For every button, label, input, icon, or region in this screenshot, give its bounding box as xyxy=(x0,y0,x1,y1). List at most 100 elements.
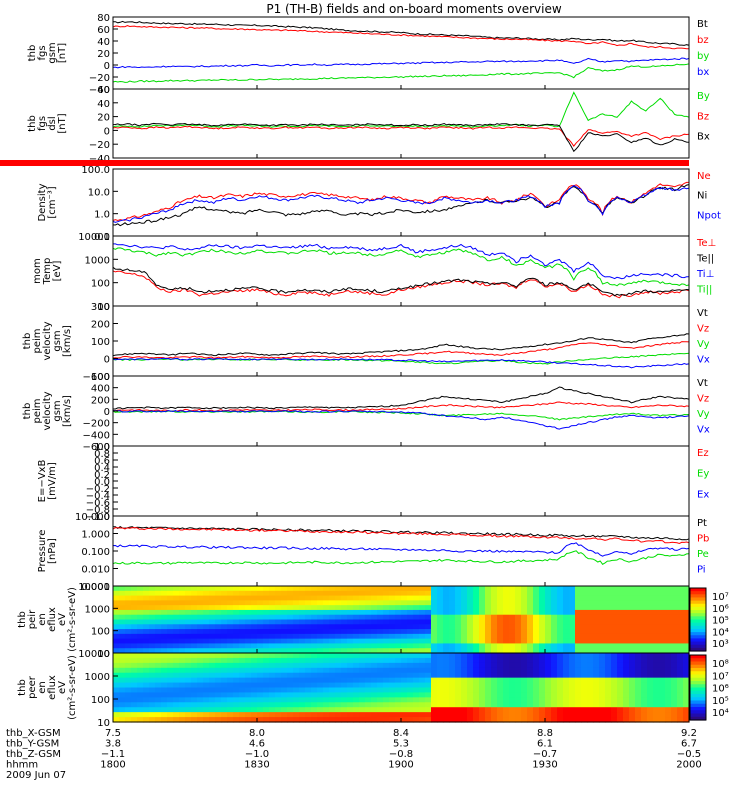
heatmap-cell xyxy=(275,662,282,669)
heatmap-cell xyxy=(677,633,684,640)
heatmap-cell xyxy=(449,697,456,703)
colorbar-segment xyxy=(690,677,706,682)
heatmap-cell xyxy=(551,648,558,654)
heatmap-cell xyxy=(293,609,300,616)
heatmap-cell xyxy=(557,638,564,645)
heatmap-cell xyxy=(167,667,174,674)
heatmap-cell xyxy=(227,605,234,611)
heatmap-cell xyxy=(275,605,282,611)
heatmap-cell xyxy=(491,717,498,723)
heatmap-cell xyxy=(371,619,378,625)
heatmap-cell xyxy=(575,638,582,645)
heatmap-cell xyxy=(317,619,324,625)
heatmap-cell xyxy=(317,605,324,611)
heatmap-cell xyxy=(161,692,168,698)
heatmap-cell xyxy=(497,595,504,601)
heatmap-cell xyxy=(431,638,438,645)
colorbar-tick-label: 10⁸ xyxy=(712,659,729,670)
heatmap-cell xyxy=(527,667,534,674)
heatmap-cell xyxy=(497,682,504,689)
heatmap-cell xyxy=(665,600,672,606)
heatmap-cell xyxy=(467,633,474,640)
heatmap-cell xyxy=(407,619,414,625)
series-line-vt xyxy=(113,386,690,410)
heatmap-cell xyxy=(389,712,396,718)
heatmap-cell xyxy=(209,600,216,606)
heatmap-cell xyxy=(155,657,162,664)
heatmap-cell xyxy=(467,697,474,703)
heatmap-cell xyxy=(407,657,414,664)
heatmap-cell xyxy=(257,672,264,679)
heatmap-cell xyxy=(479,643,486,649)
heatmap-cell xyxy=(533,717,540,723)
heatmap-cell xyxy=(683,609,690,616)
heatmap-cell xyxy=(521,672,528,679)
heatmap-cell xyxy=(311,657,318,664)
heatmap-cell xyxy=(317,682,324,689)
heatmap-cell xyxy=(617,657,624,664)
heatmap-cell xyxy=(113,717,120,723)
heatmap-cell xyxy=(137,619,144,625)
heatmap-cell xyxy=(377,677,384,684)
panel-frame xyxy=(112,88,690,159)
heatmap-cell xyxy=(551,629,558,635)
heatmap-cell xyxy=(191,653,198,659)
heatmap-cell xyxy=(215,590,222,597)
heatmap-cell xyxy=(509,643,516,649)
heatmap-cell xyxy=(125,595,132,601)
heatmap-cell xyxy=(515,687,522,694)
heatmap-cell xyxy=(557,643,564,649)
heatmap-cell xyxy=(257,667,264,674)
y-axis-label-line: [eV] xyxy=(52,261,63,282)
heatmap-cell xyxy=(563,682,570,689)
heatmap-cell xyxy=(209,609,216,616)
heatmap-cell xyxy=(143,662,150,669)
heatmap-cell xyxy=(683,595,690,601)
heatmap-cell xyxy=(539,687,546,694)
heatmap-cell xyxy=(569,653,576,659)
y-axis-label-line: velocity xyxy=(42,321,53,360)
heatmap-cell xyxy=(281,595,288,601)
y-tick-label: 20 xyxy=(97,49,110,60)
heatmap-cell xyxy=(539,657,546,664)
heatmap-cell xyxy=(665,672,672,679)
heatmap-cell xyxy=(563,717,570,723)
heatmap-cell xyxy=(491,692,498,698)
heatmap-cell xyxy=(161,638,168,645)
heatmap-cell xyxy=(131,662,138,669)
heatmap-cell xyxy=(527,717,534,723)
legend-entry: Vy xyxy=(697,409,710,420)
heatmap-cell xyxy=(557,702,564,708)
heatmap-cell xyxy=(245,697,252,703)
heatmap-cell xyxy=(605,586,612,592)
y-axis-label-line: peim xyxy=(32,328,43,353)
heatmap-cell xyxy=(629,717,636,723)
colorbar-segment xyxy=(690,681,706,685)
heatmap-cell xyxy=(353,702,360,708)
heatmap-cell xyxy=(293,638,300,645)
heatmap-cell xyxy=(263,687,270,694)
heatmap-cell xyxy=(161,702,168,708)
heatmap-cell xyxy=(551,662,558,669)
heatmap-cell xyxy=(473,648,480,654)
heatmap-cell xyxy=(575,629,582,635)
heatmap-cell xyxy=(263,600,270,606)
heatmap-cell xyxy=(227,657,234,664)
heatmap-cell xyxy=(131,697,138,703)
heatmap-cell xyxy=(311,614,318,621)
heatmap-cell xyxy=(395,648,402,654)
heatmap-cell xyxy=(365,682,372,689)
heatmap-cell xyxy=(539,586,546,592)
heatmap-cell xyxy=(455,702,462,708)
heatmap-cell xyxy=(413,687,420,694)
heatmap-cell xyxy=(389,614,396,621)
heatmap-cell xyxy=(353,624,360,630)
heatmap-cell xyxy=(593,712,600,718)
heatmap-cell xyxy=(371,662,378,669)
heatmap-cell xyxy=(167,682,174,689)
heatmap-cell xyxy=(395,662,402,669)
heatmap-cell xyxy=(233,677,240,684)
heatmap-cell xyxy=(485,672,492,679)
panel-ion-flux: 10⁷10⁶10⁵10⁴10³10000100010010thbpeirenef… xyxy=(17,582,729,660)
heatmap-cell xyxy=(161,657,168,664)
